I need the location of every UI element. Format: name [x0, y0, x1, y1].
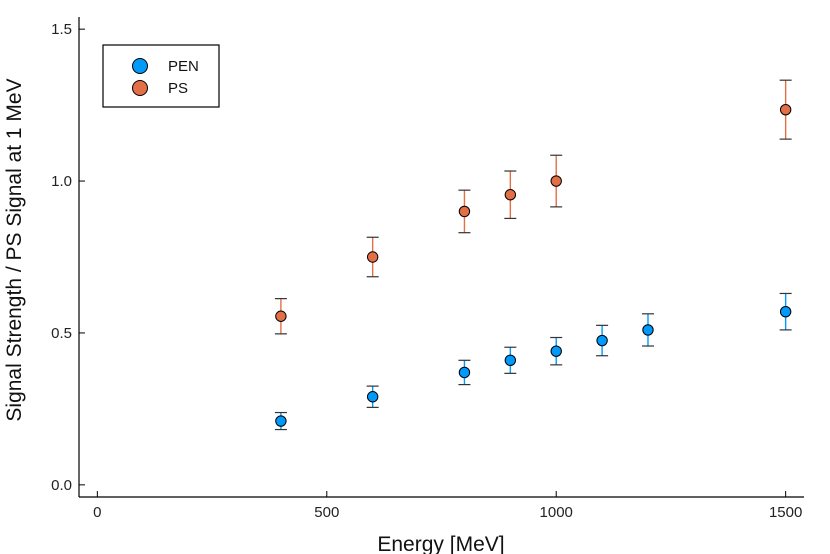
x-tick-label: 0	[93, 504, 101, 521]
data-point-ps	[458, 205, 471, 218]
data-point-pen	[504, 354, 517, 366]
data-point-ps	[275, 310, 287, 322]
data-point-ps	[504, 189, 517, 201]
data-point-pen	[596, 334, 608, 347]
data-point-pen	[458, 366, 471, 379]
data-point-ps	[779, 103, 792, 116]
data-point-pen	[275, 415, 287, 427]
x-tick-label: 1000	[540, 504, 573, 521]
legend: PEN PS	[102, 44, 220, 108]
y-tick-label: 1.5	[51, 21, 72, 38]
data-point-pen	[779, 305, 792, 318]
y-tick-label: 0.0	[51, 477, 72, 494]
x-tick-label: 1500	[769, 504, 802, 521]
data-point-pen	[550, 345, 562, 357]
axes	[78, 17, 804, 498]
legend-label-pen: PEN	[168, 58, 199, 75]
x-ticks: 0 500 1000 1500	[93, 491, 802, 521]
legend-marker-pen	[132, 58, 148, 74]
y-tick-label: 0.5	[51, 325, 72, 342]
y-ticks: 0.0 0.5 1.0 1.5	[51, 21, 85, 494]
plot-marks	[274, 79, 792, 431]
legend-box	[102, 44, 220, 108]
legend-marker-ps	[132, 80, 148, 96]
legend-label-ps: PS	[168, 80, 188, 97]
series-pen	[274, 292, 792, 431]
data-point-ps	[366, 251, 379, 263]
y-axis-title: Signal Strength / PS Signal at 1 MeV	[3, 78, 26, 421]
x-axis-title: Energy [MeV]	[377, 533, 504, 554]
data-point-ps	[550, 175, 562, 187]
y-tick-label: 1.0	[51, 173, 72, 190]
data-point-pen	[366, 391, 379, 403]
series-ps	[274, 79, 792, 335]
data-point-pen	[642, 324, 654, 336]
x-tick-label: 500	[314, 504, 339, 521]
